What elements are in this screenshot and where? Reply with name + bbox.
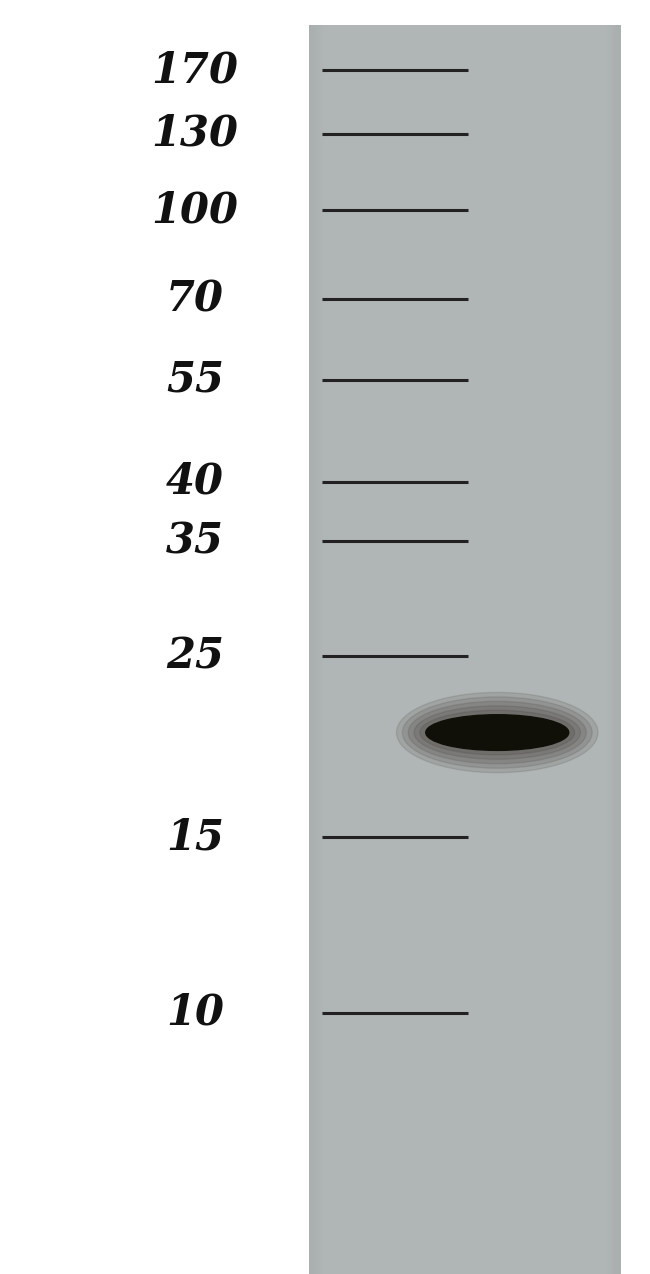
Text: 40: 40 xyxy=(166,461,224,502)
Bar xyxy=(613,25,616,1274)
Text: 170: 170 xyxy=(151,50,239,90)
Ellipse shape xyxy=(420,711,575,754)
Text: 25: 25 xyxy=(166,636,224,676)
Ellipse shape xyxy=(426,715,569,750)
Bar xyxy=(313,25,315,1274)
Text: 130: 130 xyxy=(151,113,239,154)
Bar xyxy=(315,25,317,1274)
Text: 10: 10 xyxy=(166,992,224,1033)
Text: 70: 70 xyxy=(166,279,224,320)
Bar xyxy=(618,25,621,1274)
Bar xyxy=(311,25,313,1274)
Text: 35: 35 xyxy=(166,521,224,562)
Ellipse shape xyxy=(408,701,586,763)
Bar xyxy=(318,25,320,1274)
Bar xyxy=(606,25,608,1274)
Bar xyxy=(320,25,322,1274)
Bar xyxy=(309,25,311,1274)
Ellipse shape xyxy=(396,692,598,772)
Ellipse shape xyxy=(402,697,592,768)
Bar xyxy=(608,25,611,1274)
Bar xyxy=(309,25,621,1274)
Bar xyxy=(611,25,613,1274)
Text: 15: 15 xyxy=(166,817,224,857)
Bar xyxy=(322,25,324,1274)
Ellipse shape xyxy=(414,706,580,759)
Text: 55: 55 xyxy=(166,359,224,400)
Bar xyxy=(317,25,318,1274)
Text: 100: 100 xyxy=(151,190,239,231)
Bar xyxy=(616,25,618,1274)
